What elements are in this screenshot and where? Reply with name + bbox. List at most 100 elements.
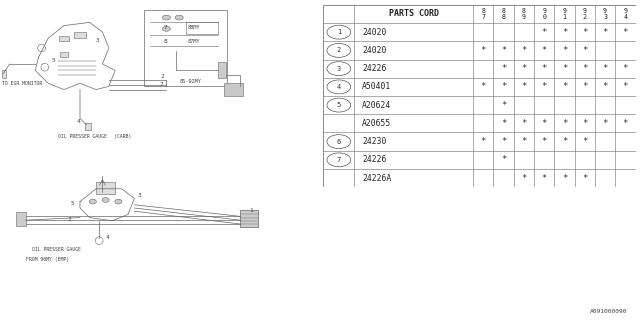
Text: A50401: A50401: [362, 82, 392, 92]
Text: *: *: [541, 137, 547, 146]
Text: A091000090: A091000090: [589, 308, 627, 314]
Text: *: *: [602, 64, 608, 73]
Text: *: *: [582, 137, 588, 146]
Text: *: *: [562, 46, 567, 55]
Text: *: *: [623, 28, 628, 37]
Ellipse shape: [163, 15, 170, 20]
Text: 9
2: 9 2: [583, 8, 587, 20]
Text: *: *: [501, 46, 506, 55]
Text: 9
3: 9 3: [603, 8, 607, 20]
Text: 87MY: 87MY: [187, 39, 200, 44]
FancyBboxPatch shape: [186, 22, 218, 34]
Text: *: *: [541, 173, 547, 183]
Text: *: *: [562, 28, 567, 37]
Text: *: *: [541, 64, 547, 73]
Text: 5: 5: [51, 58, 55, 63]
Text: PARTS CORD: PARTS CORD: [388, 9, 439, 19]
Text: 24226: 24226: [362, 155, 387, 164]
Text: *: *: [541, 28, 547, 37]
Text: 9
4: 9 4: [623, 8, 627, 20]
Text: *: *: [481, 137, 486, 146]
Text: *: *: [481, 46, 486, 55]
Ellipse shape: [115, 199, 122, 204]
Text: 7: 7: [337, 157, 341, 163]
Text: 3: 3: [337, 66, 341, 72]
Text: *: *: [521, 119, 527, 128]
Text: *: *: [602, 82, 608, 92]
Text: *: *: [521, 64, 527, 73]
Text: *: *: [562, 173, 567, 183]
Bar: [224, 83, 243, 96]
Text: 9
0: 9 0: [542, 8, 546, 20]
Text: OIL PRESSER GAUGE: OIL PRESSER GAUGE: [58, 134, 106, 139]
Bar: [74, 32, 86, 38]
Text: 7: 7: [163, 25, 167, 30]
Text: 24226A: 24226A: [362, 173, 392, 183]
Text: *: *: [521, 173, 527, 183]
Text: 2: 2: [67, 217, 71, 222]
Text: OIL PRESSER GAUGE: OIL PRESSER GAUGE: [32, 247, 81, 252]
Ellipse shape: [90, 199, 96, 204]
Text: *: *: [582, 28, 588, 37]
Text: (CARB): (CARB): [114, 134, 131, 139]
Text: *: *: [501, 100, 506, 110]
Ellipse shape: [175, 15, 183, 20]
Text: 24226: 24226: [362, 64, 387, 73]
Text: 3: 3: [96, 38, 100, 43]
Text: 1: 1: [250, 208, 253, 213]
Text: 8
8: 8 8: [502, 8, 506, 20]
Text: *: *: [521, 137, 527, 146]
Text: 88MY: 88MY: [187, 25, 200, 30]
Text: *: *: [562, 137, 567, 146]
Text: 24020: 24020: [362, 28, 387, 37]
Text: 8
7: 8 7: [481, 8, 485, 20]
Text: *: *: [501, 119, 506, 128]
Text: *: *: [562, 64, 567, 73]
Text: *: *: [541, 119, 547, 128]
Text: 1: 1: [337, 29, 341, 35]
Bar: [218, 62, 226, 78]
Text: 5: 5: [70, 201, 74, 206]
Text: 9
1: 9 1: [563, 8, 566, 20]
Text: 4: 4: [77, 119, 81, 124]
Text: A20655: A20655: [362, 119, 392, 128]
Text: *: *: [562, 82, 567, 92]
Text: *: *: [582, 173, 588, 183]
Bar: [96, 182, 115, 194]
Text: *: *: [481, 82, 486, 92]
Text: 4: 4: [337, 84, 341, 90]
Text: *: *: [623, 82, 628, 92]
Ellipse shape: [102, 197, 109, 203]
Text: *: *: [501, 82, 506, 92]
Text: 8: 8: [163, 39, 167, 44]
Text: *: *: [562, 119, 567, 128]
Text: *: *: [521, 46, 527, 55]
Text: 2: 2: [337, 47, 341, 53]
Bar: [16, 212, 26, 226]
Text: *: *: [602, 119, 608, 128]
Text: *: *: [602, 28, 608, 37]
Text: *: *: [501, 155, 506, 164]
Text: *: *: [582, 64, 588, 73]
Text: *: *: [623, 119, 628, 128]
Text: 5: 5: [337, 102, 341, 108]
Ellipse shape: [163, 27, 170, 31]
Text: *: *: [541, 46, 547, 55]
Text: *: *: [623, 64, 628, 73]
Text: 24020: 24020: [362, 46, 387, 55]
Text: A20624: A20624: [362, 100, 392, 110]
Bar: [240, 210, 258, 227]
Bar: [84, 123, 91, 130]
Text: 8
9: 8 9: [522, 8, 526, 20]
Bar: [60, 36, 69, 41]
Text: 6: 6: [337, 139, 341, 145]
Text: 24230: 24230: [362, 137, 387, 146]
Text: *: *: [501, 64, 506, 73]
Bar: [2, 70, 6, 78]
Text: *: *: [582, 119, 588, 128]
Bar: [60, 52, 68, 57]
Text: FROM 90MY (EMP): FROM 90MY (EMP): [26, 257, 68, 262]
Text: 2: 2: [160, 74, 164, 79]
Text: 3: 3: [138, 193, 141, 198]
Text: 85-92MY: 85-92MY: [179, 79, 201, 84]
